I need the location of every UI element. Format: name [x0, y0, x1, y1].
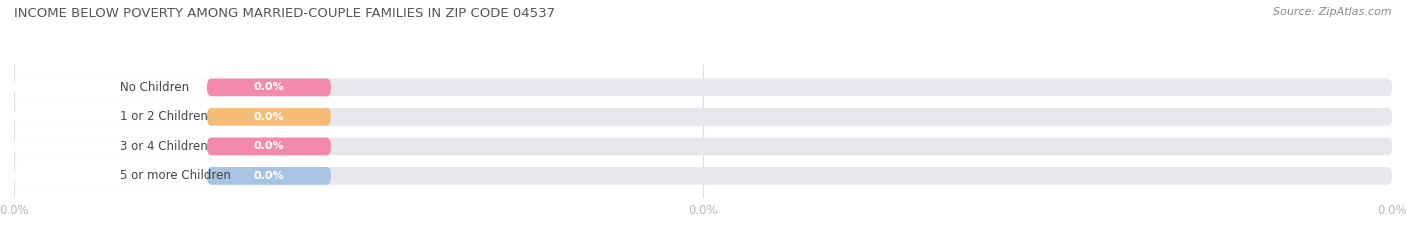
- FancyBboxPatch shape: [14, 167, 1392, 185]
- FancyBboxPatch shape: [14, 137, 262, 155]
- Text: 0.0%: 0.0%: [253, 171, 284, 181]
- Text: 0.0%: 0.0%: [253, 141, 284, 151]
- FancyBboxPatch shape: [207, 79, 330, 96]
- FancyBboxPatch shape: [207, 167, 330, 185]
- Text: 3 or 4 Children: 3 or 4 Children: [120, 140, 208, 153]
- FancyBboxPatch shape: [14, 79, 262, 96]
- Text: 0.0%: 0.0%: [253, 82, 284, 92]
- Text: 1 or 2 Children: 1 or 2 Children: [120, 110, 208, 123]
- Text: 5 or more Children: 5 or more Children: [120, 169, 231, 182]
- Text: Source: ZipAtlas.com: Source: ZipAtlas.com: [1274, 7, 1392, 17]
- Text: 0.0%: 0.0%: [253, 112, 284, 122]
- FancyBboxPatch shape: [207, 108, 330, 126]
- FancyBboxPatch shape: [14, 79, 1392, 96]
- FancyBboxPatch shape: [14, 137, 1392, 155]
- Text: No Children: No Children: [120, 81, 190, 94]
- FancyBboxPatch shape: [14, 167, 262, 185]
- FancyBboxPatch shape: [207, 137, 330, 155]
- FancyBboxPatch shape: [14, 108, 262, 126]
- Text: INCOME BELOW POVERTY AMONG MARRIED-COUPLE FAMILIES IN ZIP CODE 04537: INCOME BELOW POVERTY AMONG MARRIED-COUPL…: [14, 7, 555, 20]
- FancyBboxPatch shape: [14, 108, 1392, 126]
